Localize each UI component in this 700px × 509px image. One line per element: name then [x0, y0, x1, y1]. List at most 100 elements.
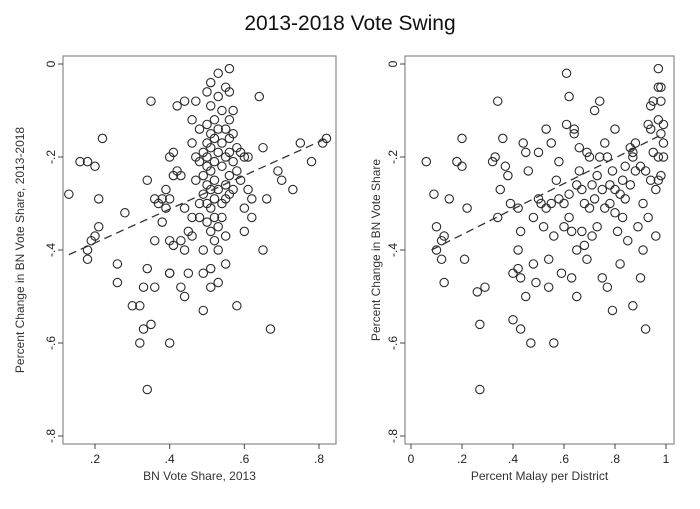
data-point — [179, 245, 190, 255]
data-point — [161, 184, 171, 195]
data-point — [602, 282, 613, 292]
data-point — [592, 222, 602, 232]
data-point — [533, 194, 544, 204]
data-point — [549, 338, 559, 348]
data-point — [258, 245, 268, 255]
data-point — [220, 259, 231, 269]
data-point — [183, 268, 194, 278]
data-point — [571, 180, 582, 190]
data-point — [600, 203, 610, 213]
data-point — [179, 203, 190, 213]
data-point — [610, 208, 620, 218]
data-point — [205, 166, 216, 176]
data-point — [528, 212, 539, 223]
y-tick-label: -.6 — [44, 336, 58, 350]
data-point — [643, 212, 653, 223]
data-point — [569, 124, 579, 134]
x-axis-label: Percent Malay per District — [471, 469, 609, 483]
data-point — [617, 212, 628, 223]
data-point — [551, 175, 562, 186]
data-point — [640, 166, 651, 176]
data-point — [607, 166, 618, 176]
data-point — [638, 198, 648, 209]
y-axis-label: Percent Change in BN Vote Share — [369, 159, 383, 341]
data-point — [235, 175, 246, 186]
x-axis-label: BN Vote Share, 2013 — [143, 469, 256, 483]
data-point — [607, 305, 618, 316]
data-point — [187, 231, 197, 241]
data-point — [93, 194, 104, 204]
data-point — [228, 184, 238, 195]
x-tick-label: .8 — [314, 452, 324, 466]
data-point — [220, 180, 231, 190]
data-point — [205, 263, 216, 274]
data-point — [564, 91, 574, 102]
data-point — [64, 189, 74, 199]
data-point — [191, 96, 201, 106]
y-tick-label: 0 — [44, 60, 58, 67]
data-point — [577, 184, 587, 195]
plot-frame — [404, 55, 675, 445]
data-point — [559, 198, 569, 209]
data-point — [198, 268, 209, 278]
data-point — [149, 235, 160, 246]
data-point — [653, 63, 664, 74]
data-point — [579, 240, 590, 251]
y-tick-label: -.6 — [386, 336, 400, 350]
data-point — [429, 189, 439, 199]
data-point — [633, 222, 643, 232]
data-point — [653, 152, 664, 162]
data-point — [138, 324, 149, 334]
data-point — [93, 222, 104, 232]
data-point — [518, 138, 528, 148]
panel-left: 0 -.2 -.4 -.6 -.8 .2 .4 .6 .8 BN Vote Share, 2013… — [13, 55, 337, 483]
data-point — [656, 170, 666, 181]
x-tick-label: .2 — [457, 452, 467, 466]
data-point — [224, 170, 235, 181]
data-point — [120, 208, 130, 218]
data-point — [228, 156, 238, 167]
fit-line — [431, 133, 664, 251]
data-point — [515, 324, 526, 334]
data-point — [317, 138, 328, 148]
data-point — [498, 133, 508, 144]
data-point — [172, 101, 182, 111]
data-point — [653, 115, 664, 125]
data-point — [653, 82, 664, 93]
data-point — [205, 226, 216, 237]
data-point — [643, 119, 653, 130]
data-point — [276, 175, 287, 186]
data-point — [508, 314, 518, 325]
data-point — [541, 124, 551, 134]
data-point — [209, 212, 220, 223]
data-point — [149, 282, 160, 292]
data-point — [617, 175, 628, 186]
y-tick-label: 0 — [386, 60, 400, 67]
data-point — [566, 273, 577, 283]
data-point — [628, 147, 638, 158]
data-point — [179, 291, 190, 302]
data-point — [612, 226, 623, 237]
data-point — [620, 194, 630, 204]
data-point — [656, 82, 666, 93]
data-point — [213, 68, 223, 79]
data-point — [648, 96, 658, 106]
data-point — [605, 198, 615, 209]
data-point — [75, 156, 85, 167]
y-tick-label: -.4 — [44, 243, 58, 257]
data-point — [584, 203, 595, 213]
data-point — [472, 287, 483, 297]
data-point — [213, 277, 223, 288]
y-tick-label: -.8 — [386, 429, 400, 443]
data-point — [164, 268, 175, 278]
data-point — [220, 124, 231, 134]
data-point — [475, 384, 485, 395]
data-point — [232, 166, 242, 176]
data-point — [247, 212, 257, 223]
data-point — [533, 147, 544, 158]
data-point — [513, 245, 523, 255]
data-point — [600, 138, 610, 148]
data-point — [142, 175, 153, 186]
data-point — [157, 194, 167, 204]
